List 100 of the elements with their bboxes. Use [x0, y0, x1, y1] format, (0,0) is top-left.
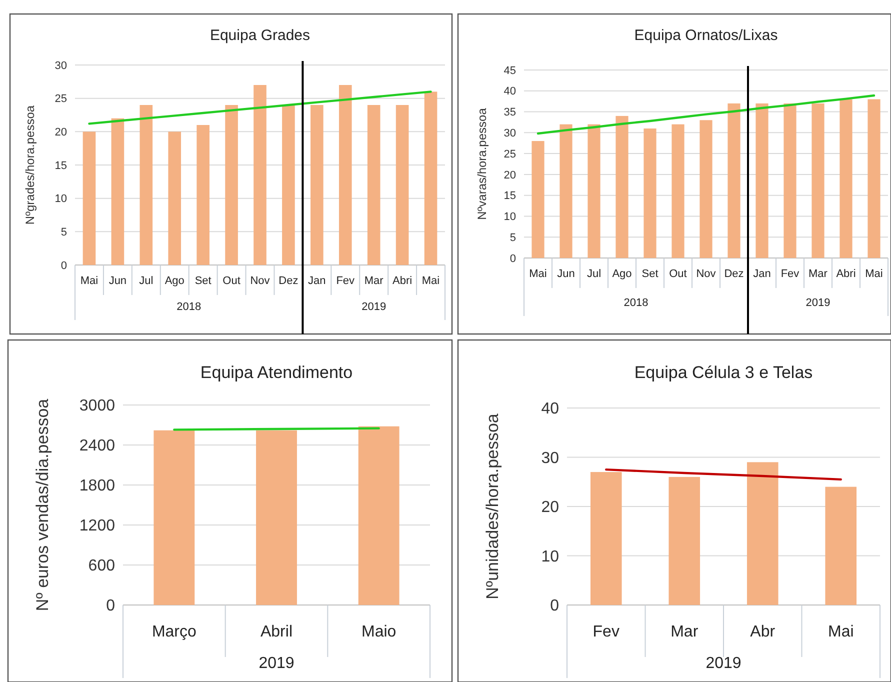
x-tick-label: Dez — [724, 268, 744, 280]
bar — [812, 103, 824, 258]
chart-title: Equipa Atendimento — [200, 363, 353, 382]
bar — [282, 105, 295, 265]
y-tick-label: 0 — [510, 252, 516, 265]
bar — [644, 128, 656, 258]
y-tick-label: 5 — [60, 226, 67, 239]
x-tick-label: Fev — [592, 624, 620, 641]
x-tick-label: Abri — [392, 274, 412, 287]
bar — [168, 132, 182, 265]
text: 2019 — [258, 655, 294, 672]
y-tick-label: 0 — [550, 598, 560, 615]
y-tick-label: 20 — [541, 499, 560, 516]
x-tick-label: Ago — [164, 274, 184, 287]
bar — [840, 99, 852, 258]
y-axis-title: Nº euros vendas/dia.pessoa — [32, 398, 52, 612]
x-tick-label: Set — [194, 274, 212, 287]
x-tick-label: Maio — [361, 624, 396, 641]
y-tick-label: 3000 — [79, 398, 116, 415]
y-tick-label: 15 — [504, 190, 516, 202]
y-tick-label: 40 — [504, 86, 516, 98]
bar — [560, 124, 572, 258]
bar — [396, 105, 409, 265]
bar — [111, 118, 124, 265]
bar — [588, 124, 600, 258]
x-tick-label: Mar — [364, 274, 384, 287]
bar — [784, 103, 796, 258]
text: 2018 — [176, 301, 202, 313]
y-tick-label: 35 — [504, 106, 516, 119]
bar — [254, 85, 266, 265]
y-tick-label: 30 — [54, 60, 67, 72]
y-tick-label: 10 — [504, 211, 516, 224]
y-axis-title: Nºvaras/hora.pessoa — [475, 108, 490, 220]
bar — [338, 85, 352, 265]
bar — [700, 120, 712, 258]
bar — [225, 105, 238, 265]
y-tick-label: 20 — [54, 126, 67, 139]
chart-title: Equipa Célula 3 e Telas — [634, 363, 813, 382]
bar — [367, 105, 380, 265]
line-series — [605, 468, 842, 481]
x-tick-label: Nov — [250, 274, 270, 287]
y-tick-label: 5 — [510, 232, 516, 244]
bar — [746, 462, 778, 605]
y-tick-label: 30 — [504, 128, 516, 140]
y-tick-label: 1800 — [79, 478, 116, 495]
y-tick-label: 600 — [88, 558, 116, 575]
text: 2019 — [706, 655, 742, 672]
bar — [310, 105, 324, 265]
text: 2019 — [362, 301, 386, 313]
x-tick-label: Fev — [336, 274, 356, 287]
x-tick-label: Dez — [278, 274, 298, 287]
y-tick-label: 2400 — [79, 438, 116, 455]
bar — [196, 125, 210, 265]
bar — [668, 476, 700, 605]
y-axis-title: Nºunidades/hora.pessoa — [482, 413, 502, 600]
y-tick-label: 25 — [54, 93, 67, 106]
x-tick-label: Jun — [108, 274, 127, 287]
y-tick-label: 10 — [54, 193, 67, 206]
y-tick-label: 10 — [541, 548, 560, 566]
y-tick-label: 25 — [504, 148, 516, 160]
chart-title: Equipa Grades — [210, 27, 310, 44]
bar — [424, 92, 438, 265]
x-tick-label: Abri — [836, 268, 856, 280]
text: 2019 — [806, 297, 830, 309]
y-axis-title: Nºgrades/hora.pessoa — [23, 105, 38, 225]
x-tick-label: Mai — [865, 268, 883, 280]
line-series — [536, 94, 876, 135]
y-tick-label: 30 — [541, 450, 560, 467]
x-tick-label: Jan — [308, 274, 326, 287]
x-tick-label: Out — [222, 274, 240, 287]
bar — [82, 132, 96, 265]
y-tick-label: 0 — [106, 598, 116, 615]
chart-title: Equipa Ornatos/Lixas — [634, 27, 778, 44]
x-tick-label: Março — [152, 624, 196, 641]
x-tick-label: Jul — [586, 268, 602, 280]
bar — [616, 116, 628, 258]
x-tick-label: Mai — [422, 274, 440, 287]
x-tick-label: Mai — [828, 624, 854, 641]
bar — [672, 124, 684, 258]
x-tick-label: Jul — [139, 274, 154, 287]
y-tick-label: 1200 — [79, 518, 116, 535]
bar — [590, 472, 622, 605]
x-tick-label: Abril — [260, 624, 293, 641]
bar — [140, 105, 153, 265]
text: 2018 — [624, 297, 648, 309]
bar — [756, 103, 768, 258]
x-tick-label: Mar — [808, 268, 828, 280]
x-tick-label: Set — [642, 268, 658, 280]
x-tick-label: Ago — [612, 268, 632, 280]
line-series — [88, 90, 432, 125]
y-tick-label: 15 — [54, 160, 67, 172]
bar — [825, 486, 857, 605]
x-tick-label: Nov — [696, 268, 716, 280]
x-tick-label: Jan — [753, 268, 771, 280]
y-tick-label: 20 — [504, 169, 516, 182]
y-tick-label: 45 — [504, 64, 516, 77]
x-tick-label: Fev — [780, 268, 800, 280]
bar — [868, 99, 880, 258]
y-tick-label: 40 — [541, 400, 560, 418]
x-tick-label: Mar — [670, 624, 699, 641]
